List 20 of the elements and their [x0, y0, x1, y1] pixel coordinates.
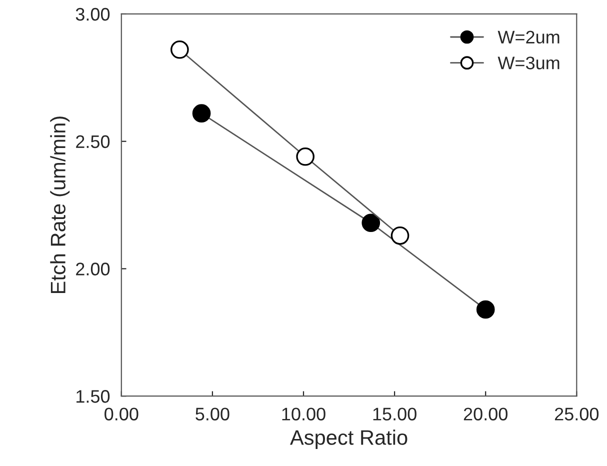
point: [390, 226, 410, 245]
point: [476, 300, 495, 319]
y-tick-label: 3.00: [76, 8, 110, 21]
x-tick-label: 20.00: [464, 408, 508, 420]
y-tick-label: 1.50: [76, 390, 110, 403]
legend-label: W=2um: [498, 30, 560, 44]
x-axis-title: Aspect Ratio: [290, 430, 408, 450]
x-tick-label: 15.00: [373, 408, 416, 420]
point: [296, 147, 314, 166]
point: [362, 214, 380, 232]
point: [192, 104, 211, 122]
legend-label: W=3um: [498, 56, 560, 70]
y-tick-label: 2.50: [76, 135, 110, 148]
x-tick-label: 25.00: [554, 408, 599, 420]
x-tick-label: 10.00: [282, 408, 326, 420]
x-tick-label: 5.00: [196, 408, 230, 420]
y-axis-title: Etch Rate (um/min): [50, 116, 70, 294]
point: [170, 40, 189, 59]
y-tick-label: 2.00: [76, 262, 110, 276]
x-tick-label: 0.00: [104, 408, 138, 420]
